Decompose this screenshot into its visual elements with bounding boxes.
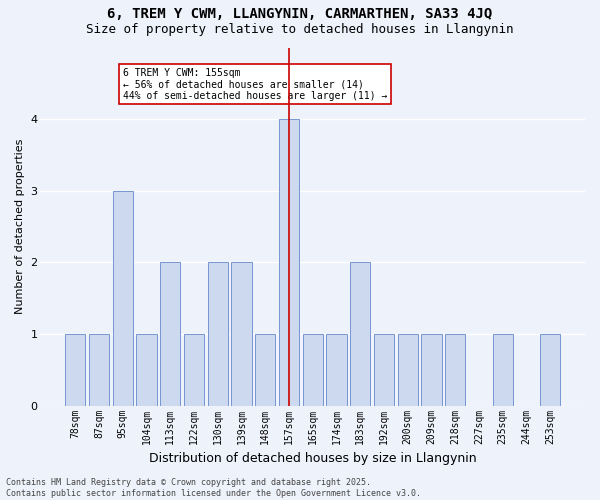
Bar bbox=[445, 334, 465, 406]
Bar bbox=[208, 262, 228, 406]
Bar bbox=[398, 334, 418, 406]
Bar bbox=[160, 262, 181, 406]
Text: 6 TREM Y CWM: 155sqm
← 56% of detached houses are smaller (14)
44% of semi-detac: 6 TREM Y CWM: 155sqm ← 56% of detached h… bbox=[123, 68, 387, 101]
Bar bbox=[255, 334, 275, 406]
Bar bbox=[326, 334, 347, 406]
Text: 6, TREM Y CWM, LLANGYNIN, CARMARTHEN, SA33 4JQ: 6, TREM Y CWM, LLANGYNIN, CARMARTHEN, SA… bbox=[107, 8, 493, 22]
Bar bbox=[113, 191, 133, 406]
Y-axis label: Number of detached properties: Number of detached properties bbox=[15, 139, 25, 314]
Bar bbox=[493, 334, 513, 406]
Bar bbox=[65, 334, 85, 406]
Bar bbox=[89, 334, 109, 406]
Bar bbox=[184, 334, 204, 406]
Text: Contains HM Land Registry data © Crown copyright and database right 2025.
Contai: Contains HM Land Registry data © Crown c… bbox=[6, 478, 421, 498]
Bar bbox=[279, 119, 299, 406]
Bar bbox=[232, 262, 251, 406]
Bar bbox=[136, 334, 157, 406]
Bar bbox=[302, 334, 323, 406]
Bar bbox=[540, 334, 560, 406]
Bar bbox=[350, 262, 370, 406]
Bar bbox=[374, 334, 394, 406]
Bar bbox=[421, 334, 442, 406]
X-axis label: Distribution of detached houses by size in Llangynin: Distribution of detached houses by size … bbox=[149, 452, 476, 465]
Text: Size of property relative to detached houses in Llangynin: Size of property relative to detached ho… bbox=[86, 22, 514, 36]
